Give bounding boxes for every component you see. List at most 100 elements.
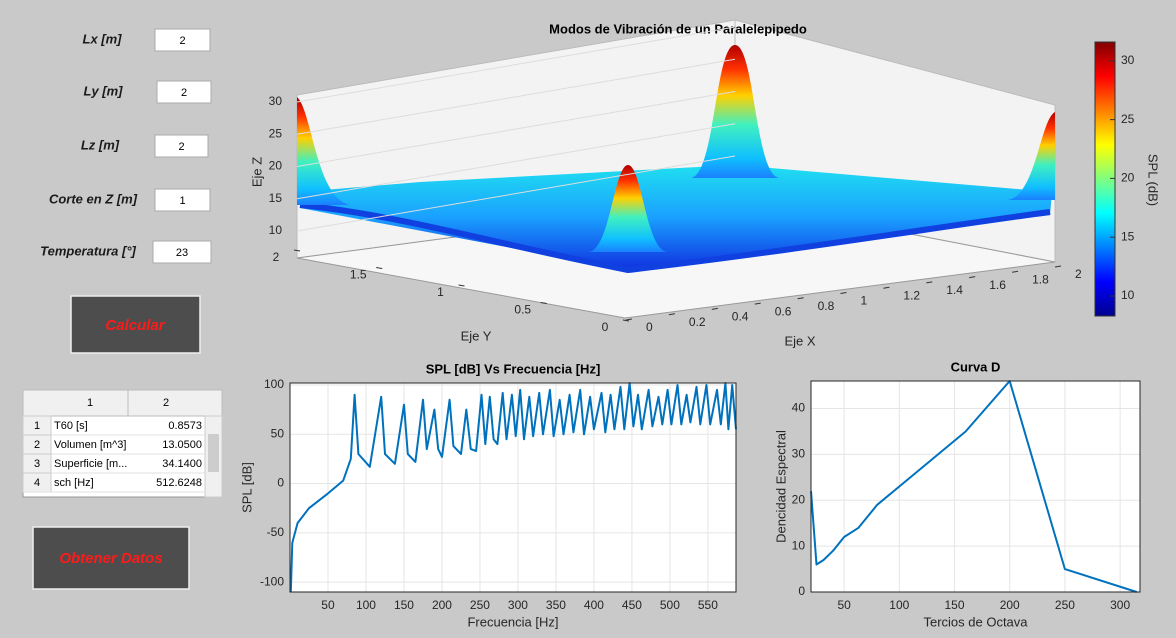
- chart-title: Curva D: [951, 359, 1001, 374]
- y-axis-label: Dencidad Espectral: [773, 430, 788, 543]
- row-name: sch [Hz]: [54, 477, 94, 489]
- x-tick-label: 2: [1075, 267, 1082, 281]
- y-tick-label: 0: [798, 584, 805, 598]
- x-tick: [668, 313, 675, 316]
- y-tick-label: 40: [792, 401, 806, 415]
- table-header: [22, 389, 223, 417]
- x-tick-label: 250: [1055, 598, 1075, 612]
- surface: [300, 165, 1052, 270]
- calcular-button[interactable]: [70, 295, 201, 354]
- x-tick: [969, 276, 976, 279]
- x-tick: [711, 307, 718, 310]
- x-tick-label: 550: [698, 598, 718, 612]
- z-axis-label: Eje Z: [249, 157, 264, 187]
- y-tick-label: 20: [792, 492, 806, 506]
- obtener-datos-label: Obtener Datos: [59, 550, 162, 567]
- colorbar: [1094, 41, 1116, 317]
- input-value: 2: [181, 87, 187, 99]
- x-tick-label: 350: [546, 598, 566, 612]
- x-tick: [883, 286, 890, 289]
- obtener-datos-button[interactable]: [32, 526, 190, 590]
- x-tick-label: 1.4: [946, 283, 963, 297]
- data-line: [289, 382, 737, 593]
- row-name: Volumen [m^3]: [54, 439, 126, 451]
- surface-edge: [299, 202, 1051, 274]
- text-input[interactable]: [154, 188, 211, 212]
- x-tick-label: 150: [394, 598, 414, 612]
- surface-title: Modos de Vibración de un Paralelepipedo: [549, 21, 807, 36]
- x-tick-label: 250: [470, 598, 490, 612]
- y-tick: [376, 267, 383, 269]
- x-tick-label: 150: [945, 598, 965, 612]
- row-name: Superficie [m...: [54, 458, 127, 470]
- plot-frame: [289, 382, 737, 593]
- x-tick-label: 450: [622, 598, 642, 612]
- x-axis-label: Frecuencia [Hz]: [467, 614, 558, 629]
- input-value: 2: [178, 141, 184, 153]
- x-tick-label: 0: [646, 320, 653, 334]
- y-tick-label: -50: [267, 525, 285, 539]
- x-tick: [1054, 265, 1062, 268]
- y-tick-label: 10: [792, 538, 806, 552]
- y-tick-label: 0: [277, 476, 284, 490]
- x-tick-label: 400: [584, 598, 604, 612]
- row-number: 2: [34, 439, 40, 451]
- peak: [1008, 112, 1055, 200]
- x-tick-label: 300: [508, 598, 528, 612]
- x-tick-label: 200: [432, 598, 452, 612]
- x-tick-label: 1: [861, 294, 868, 308]
- x-tick: [625, 318, 633, 321]
- x-axis-label: Tercios de Octava: [923, 614, 1028, 629]
- scroll-thumb[interactable]: [208, 434, 219, 472]
- y-tick: [622, 319, 630, 322]
- peak: [690, 45, 780, 178]
- input-label: Ly [m]: [84, 83, 124, 98]
- x-tick: [926, 281, 933, 284]
- x-axis-label: Eje X: [784, 333, 815, 348]
- x-tick-label: 100: [356, 598, 376, 612]
- z-tick: [296, 123, 736, 200]
- z-tick: [296, 26, 736, 103]
- input-value: 23: [176, 247, 188, 259]
- text-input[interactable]: [154, 28, 211, 52]
- row-number: 1: [34, 420, 40, 432]
- y-tick: [540, 302, 547, 304]
- y-tick-label: 0: [602, 320, 609, 334]
- x-tick-label: 0.2: [689, 315, 706, 329]
- z-tick: [296, 155, 736, 232]
- plot-area: [810, 380, 1141, 593]
- peak: [588, 165, 668, 252]
- x-tick-label: 50: [321, 598, 335, 612]
- text-input[interactable]: [152, 240, 212, 264]
- y-tick-label: 2: [273, 250, 280, 264]
- z-tick: [296, 58, 736, 135]
- x-tick-label: 500: [660, 598, 680, 612]
- z-tick-label: 20: [269, 159, 283, 173]
- x-tick-label: 0.6: [775, 304, 792, 318]
- z-tick-label: 30: [269, 94, 283, 108]
- y-axis-label: SPL [dB]: [239, 462, 254, 513]
- input-label: Lz [m]: [81, 137, 120, 152]
- y-tick-label: 100: [264, 377, 284, 391]
- surface-plot: [296, 19, 1116, 319]
- x-tick-label: 100: [889, 598, 909, 612]
- text-input[interactable]: [154, 134, 209, 158]
- row-number: 4: [34, 477, 40, 489]
- y-axis-label: Eje Y: [461, 328, 492, 343]
- z-tick: [296, 91, 736, 167]
- peak: [297, 97, 350, 205]
- text-input[interactable]: [156, 80, 212, 104]
- input-label: Corte en Z [m]: [49, 191, 138, 206]
- x-tick-label: 1.6: [989, 278, 1006, 292]
- y-tick-label: 30: [792, 447, 806, 461]
- x-tick-label: 1.2: [903, 288, 920, 302]
- z-tick-label: 25: [269, 126, 283, 140]
- y-tick-label: -100: [260, 574, 284, 588]
- colorbar-tick-label: 20: [1121, 171, 1135, 185]
- y-tick-label: 0.5: [514, 303, 531, 317]
- x-tick-label: 0.4: [732, 310, 749, 324]
- x-tick: [1012, 270, 1019, 273]
- column-header: 2: [163, 397, 169, 409]
- calcular-label: Calcular: [105, 317, 165, 334]
